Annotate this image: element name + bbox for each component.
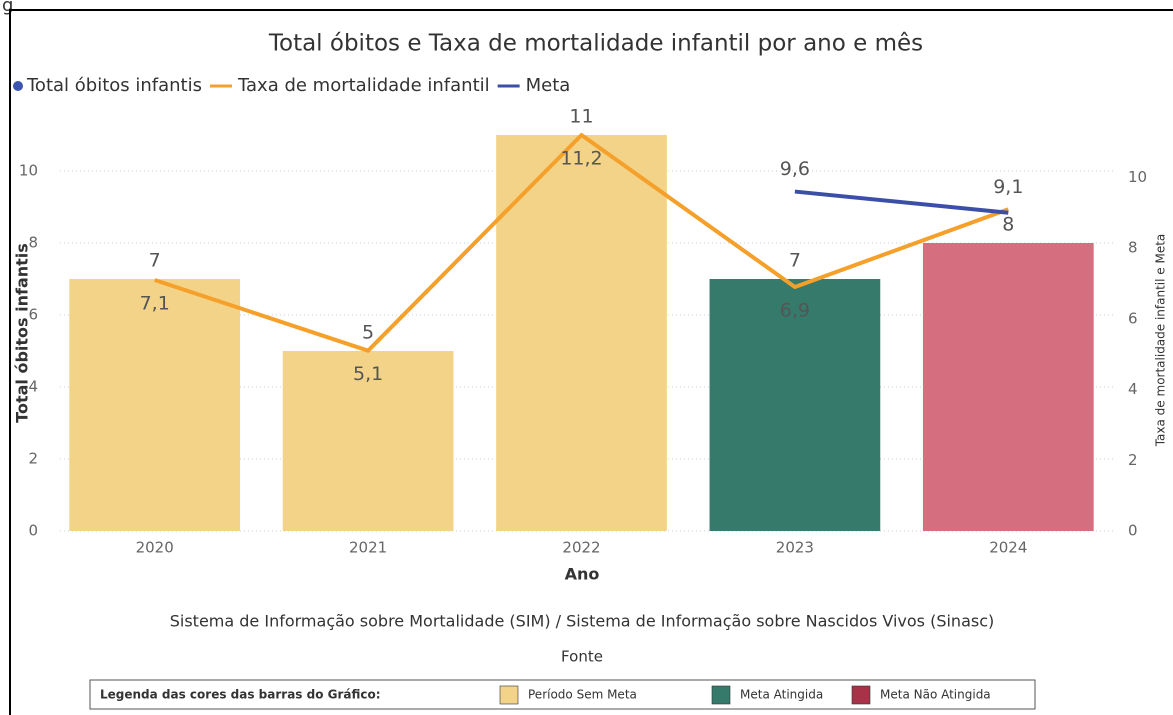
line-value-label: 11,2	[560, 148, 602, 170]
y2-tick-label: 10	[1128, 168, 1147, 186]
bar-value-label: 8	[1002, 214, 1014, 236]
line-value-label: 6,9	[780, 300, 810, 322]
line-value-label: 9,1	[993, 176, 1023, 198]
color-legend-box	[89, 679, 1036, 710]
legend-label: Total óbitos infantis	[26, 75, 202, 96]
bar-value-label: 7	[149, 250, 161, 272]
color-legend-label: Meta Não Atingida	[880, 688, 991, 702]
y-tick-label: 0	[28, 522, 38, 540]
y2-tick-label: 6	[1128, 309, 1138, 327]
color-legend-swatch	[711, 685, 731, 705]
source-text: Sistema de Informação sobre Mortalidade …	[170, 612, 995, 631]
y-tick-label: 8	[28, 234, 38, 252]
color-legend-title: Legenda das cores das barras do Gráfico:	[100, 688, 381, 702]
y-tick-label: 2	[28, 450, 38, 468]
frame	[9, 9, 1173, 715]
line-value-label: 9,6	[780, 158, 810, 180]
color-legend-label: Meta Atingida	[740, 688, 823, 702]
bar	[69, 279, 241, 531]
x-tick-label: 2022	[562, 539, 600, 557]
x-axis-label: Ano	[565, 565, 600, 584]
y2-tick-label: 2	[1128, 451, 1138, 469]
x-tick-label: 2023	[776, 539, 814, 557]
line-value-label: 7,1	[140, 292, 170, 314]
bar	[709, 279, 881, 531]
bar-value-label: 7	[789, 250, 801, 272]
line	[154, 133, 1009, 353]
color-legend-swatch	[851, 685, 871, 705]
x-tick-label: 2021	[349, 539, 387, 557]
bar	[282, 351, 454, 531]
bar	[922, 243, 1094, 531]
y-tick-label: 10	[19, 162, 38, 180]
color-legend-swatch	[499, 685, 519, 705]
bar-value-label: 5	[362, 322, 374, 344]
y2-tick-label: 4	[1128, 380, 1138, 398]
y2-tick-label: 0	[1128, 522, 1138, 540]
y2-tick-label: 8	[1128, 239, 1138, 257]
color-legend-label: Período Sem Meta	[528, 688, 637, 702]
bar	[496, 135, 667, 531]
legend-label: Meta	[526, 75, 571, 96]
line	[794, 189, 1009, 215]
y-tick-label: 4	[28, 378, 38, 396]
y-tick-label: 6	[28, 306, 38, 324]
line-value-label: 5,1	[353, 363, 383, 385]
y-axis-label: Total óbitos infantis	[13, 243, 32, 423]
page-fragment: g	[2, 0, 13, 16]
chart-title: Total óbitos e Taxa de mortalidade infan…	[268, 31, 923, 57]
x-tick-label: 2020	[136, 539, 174, 557]
y2-axis-label: Taxa de mortalidade infantil e Meta	[1154, 234, 1168, 448]
x-tick-label: 2024	[989, 539, 1027, 557]
bar-value-label: 11	[569, 106, 593, 128]
legend-label: Taxa de mortalidade infantil	[237, 75, 490, 96]
legend-swatch	[13, 81, 23, 91]
source-label: Fonte	[561, 648, 603, 666]
